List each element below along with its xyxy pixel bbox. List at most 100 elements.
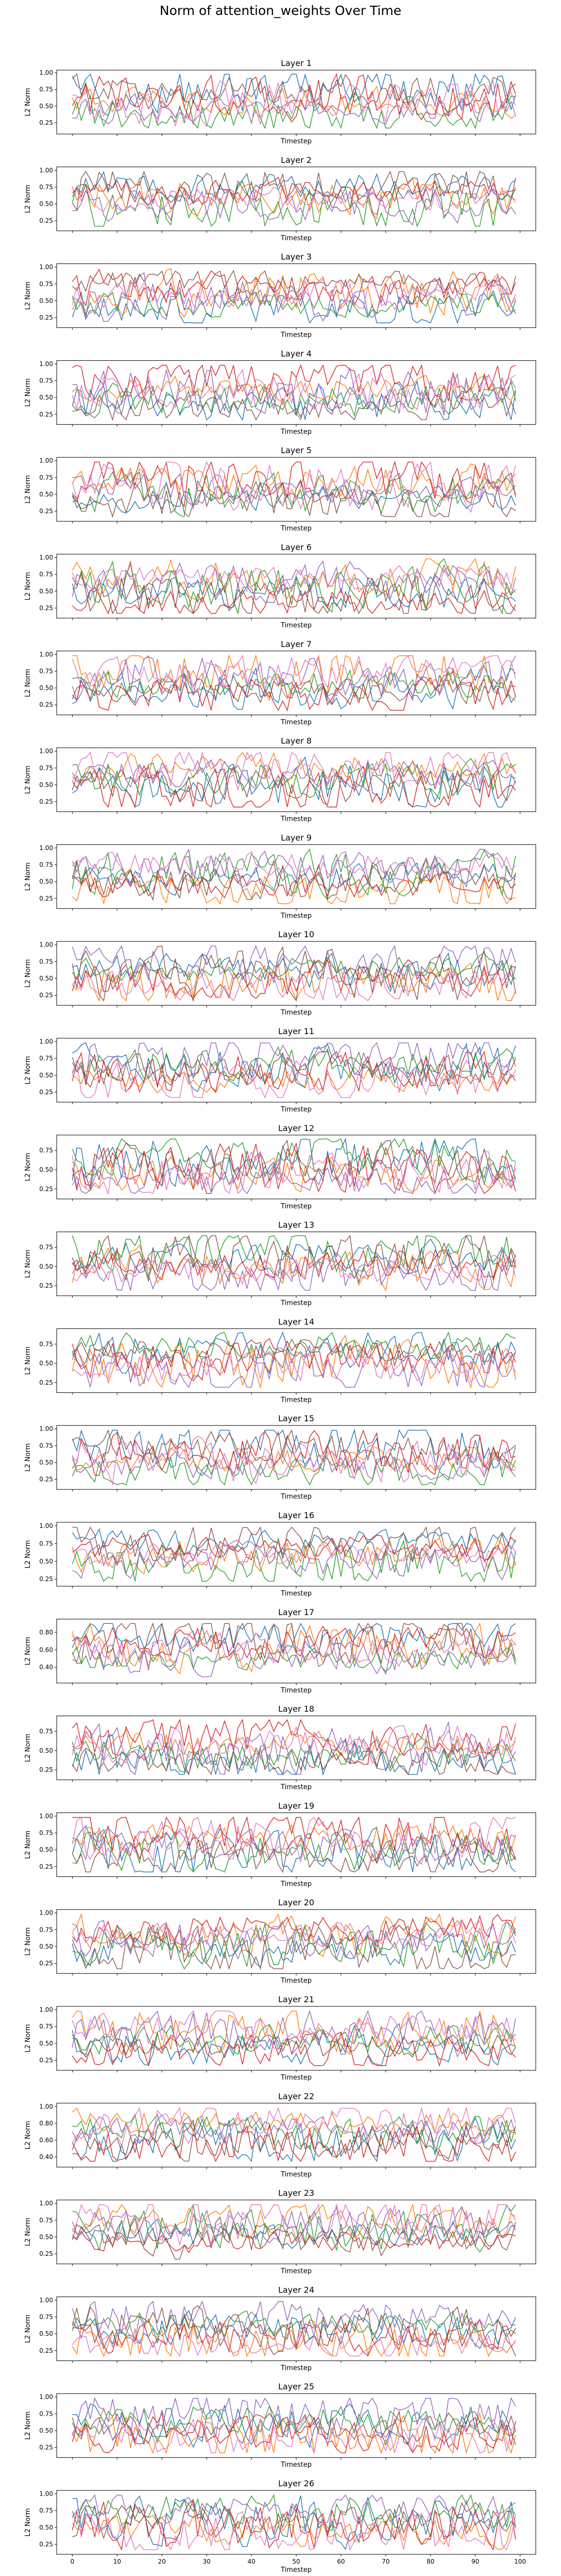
series-line bbox=[72, 2203, 516, 2238]
subplot-layer-3: Layer 3 0.25 0.50 0.75 1.00 Timestep L2 Norm bbox=[24, 252, 536, 339]
y-axis-label: L2 Norm bbox=[24, 1250, 32, 1278]
subplot-layer-24: Layer 24 0.25 0.50 0.75 1.00 Timestep L2 Norm bbox=[24, 2285, 536, 2372]
y-tick-label: 1.00 bbox=[39, 2200, 53, 2207]
subplot-layer-1: Layer 1 0.25 0.50 0.75 1.00 Timestep L2 Norm bbox=[24, 58, 536, 145]
x-tick-label: 50 bbox=[292, 2558, 300, 2565]
series-line bbox=[72, 73, 516, 117]
y-axis-label: L2 Norm bbox=[24, 2218, 32, 2246]
series-line bbox=[72, 1342, 516, 1388]
x-axis-label: Timestep bbox=[280, 1493, 312, 1501]
y-tick-label: 0.50 bbox=[39, 2524, 53, 2531]
y-tick-label: 1.00 bbox=[39, 941, 53, 949]
y-tick-label: 0.25 bbox=[39, 2250, 53, 2257]
series-line bbox=[72, 2414, 516, 2454]
series-line bbox=[72, 1933, 516, 1968]
series-line bbox=[72, 1428, 516, 1476]
series-line bbox=[72, 1331, 516, 1361]
y-tick-label: 0.50 bbox=[39, 297, 53, 304]
y-tick-label: 0.50 bbox=[39, 201, 53, 208]
series-line bbox=[72, 1630, 516, 1667]
series-line bbox=[72, 654, 516, 701]
y-axis-label: L2 Norm bbox=[24, 572, 32, 600]
y-tick-label: 0.25 bbox=[39, 1282, 53, 1289]
x-axis-label: Timestep bbox=[280, 622, 312, 629]
series-line bbox=[72, 2218, 516, 2249]
series-line bbox=[72, 565, 516, 593]
y-tick-label: 1.00 bbox=[39, 1522, 53, 1530]
y-tick-label: 0.60 bbox=[39, 1646, 53, 1653]
series-line bbox=[72, 171, 516, 203]
y-tick-label: 0.50 bbox=[39, 1360, 53, 1367]
series-line bbox=[72, 2311, 516, 2337]
y-tick-label: 0.50 bbox=[39, 1943, 53, 1950]
y-axis-label: L2 Norm bbox=[24, 959, 32, 988]
subplot-layer-4: Layer 4 0.25 0.50 0.75 1.00 Timestep L2 Norm bbox=[24, 348, 536, 436]
y-tick-label: 1.00 bbox=[39, 844, 53, 852]
subplot-layer-10: Layer 10 0.25 0.50 0.75 1.00 Timestep L2 Norm bbox=[24, 929, 536, 1017]
subplot-layer-19: Layer 19 0.25 0.50 0.75 1.00 Timestep L2 Norm bbox=[24, 1801, 536, 1888]
series-line bbox=[72, 945, 516, 1002]
y-tick-label: 1.00 bbox=[39, 1813, 53, 1820]
series-line bbox=[72, 2397, 516, 2438]
y-tick-label: 0.50 bbox=[39, 1747, 53, 1754]
y-tick-label: 0.75 bbox=[39, 1727, 53, 1735]
y-axis-label: L2 Norm bbox=[24, 2024, 32, 2052]
x-axis-label: Timestep bbox=[280, 719, 312, 726]
subplot-layer-16: Layer 16 0.25 0.50 0.75 1.00 Timestep L2 Norm bbox=[24, 1510, 536, 1598]
y-tick-label: 0.75 bbox=[39, 1340, 53, 1348]
series-line bbox=[72, 1920, 516, 1960]
subplot-title: Layer 2 bbox=[281, 155, 312, 165]
series-line bbox=[72, 2216, 516, 2260]
series-line bbox=[72, 2119, 516, 2163]
series-line bbox=[72, 1725, 516, 1767]
series-line bbox=[72, 1919, 516, 1949]
x-axis-label: Timestep bbox=[280, 1203, 312, 1210]
subplot-layer-6: Layer 6 0.25 0.50 0.75 1.00 Timestep L2 Norm bbox=[24, 542, 536, 629]
y-tick-label: 1.00 bbox=[39, 1038, 53, 1045]
series-line bbox=[72, 1451, 516, 1480]
x-axis-label: Timestep bbox=[280, 1009, 312, 1017]
series-line bbox=[72, 1339, 516, 1369]
subplot-layer-22: Layer 22 0.40 0.60 0.80 1.00 Timestep L2 Norm bbox=[24, 2091, 536, 2179]
y-tick-label: 0.75 bbox=[39, 86, 53, 93]
series-line bbox=[72, 1747, 516, 1775]
subplot-title: Layer 23 bbox=[278, 2188, 314, 2198]
series-line bbox=[72, 2124, 516, 2162]
series-line bbox=[72, 969, 516, 1002]
subplot-title: Layer 3 bbox=[281, 252, 312, 262]
x-axis-label: Timestep bbox=[280, 1106, 312, 1114]
series-line bbox=[72, 1816, 516, 1862]
y-tick-label: 0.75 bbox=[39, 958, 53, 965]
subplot-title: Layer 18 bbox=[278, 1704, 314, 1714]
x-axis-label: Timestep bbox=[280, 2566, 312, 2574]
subplot-layer-11: Layer 11 0.25 0.50 0.75 1.00 Timestep L2 Norm bbox=[24, 1026, 536, 1114]
subplot-layer-17: Layer 17 0.40 0.60 0.80 Timestep L2 Norm bbox=[24, 1607, 536, 1694]
y-tick-label: 0.25 bbox=[39, 1088, 53, 1095]
figure-title: Norm of attention_weights Over Time bbox=[159, 3, 402, 18]
y-tick-label: 0.25 bbox=[39, 1185, 53, 1192]
subplot-layer-12: Layer 12 0.25 0.50 0.75 Timestep L2 Norm bbox=[24, 1123, 536, 1210]
subplot-layer-14: Layer 14 0.25 0.50 0.75 Timestep L2 Norm bbox=[24, 1317, 536, 1404]
y-tick-label: 0.25 bbox=[39, 119, 53, 126]
y-tick-label: 0.50 bbox=[39, 1846, 53, 1853]
y-tick-label: 0.50 bbox=[39, 1263, 53, 1270]
series-line bbox=[72, 959, 516, 999]
subplot-layer-25: Layer 25 0.25 0.50 0.75 1.00 Timestep L2 Norm bbox=[24, 2382, 536, 2469]
subplot-title: Layer 10 bbox=[278, 929, 314, 939]
series-line bbox=[72, 2403, 516, 2449]
series-line bbox=[72, 2508, 516, 2551]
series-line bbox=[72, 2494, 516, 2525]
subplot-title: Layer 6 bbox=[281, 542, 312, 552]
y-tick-label: 0.25 bbox=[39, 992, 53, 999]
y-tick-label: 0.50 bbox=[39, 1558, 53, 1565]
series-line bbox=[72, 471, 516, 518]
series-line bbox=[72, 92, 516, 129]
subplot-title: Layer 21 bbox=[278, 1995, 314, 2004]
subplot-layer-5: Layer 5 0.25 0.50 0.75 1.00 Timestep L2 Norm bbox=[24, 445, 536, 533]
series-line bbox=[72, 572, 516, 615]
series-line bbox=[72, 2411, 516, 2445]
y-tick-label: 1.00 bbox=[39, 69, 53, 76]
series-line bbox=[72, 278, 516, 314]
y-tick-label: 0.25 bbox=[39, 1575, 53, 1583]
series-line bbox=[72, 1429, 516, 1476]
